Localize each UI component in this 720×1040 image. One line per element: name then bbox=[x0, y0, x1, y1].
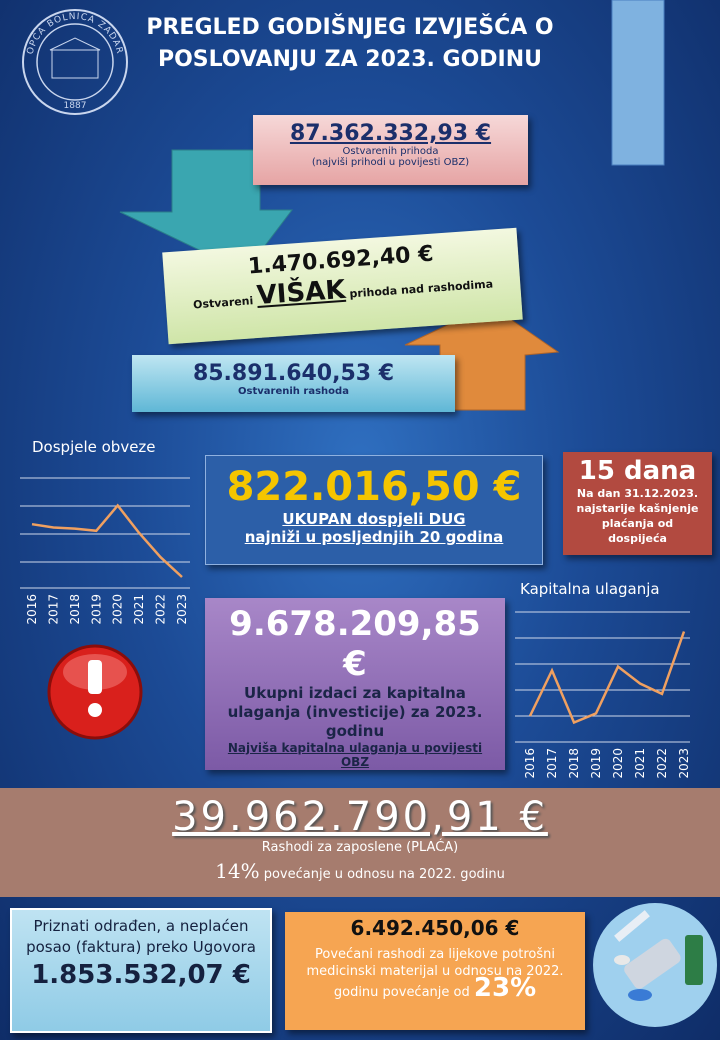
x-tick-label: 2018 bbox=[68, 594, 82, 625]
side-bar bbox=[611, 0, 665, 166]
label: Ostvarenih rashoda bbox=[238, 386, 349, 397]
text: Povećani rashodi za lijekove potrošni me… bbox=[306, 947, 564, 1000]
note: Najviša kapitalna ulaganja u povijesti O… bbox=[227, 741, 483, 769]
x-tick-label: 2022 bbox=[655, 748, 669, 779]
x-tick-label: 2017 bbox=[46, 594, 60, 625]
title-line: POSLOVANJU ZA 2023. GODINU bbox=[157, 47, 543, 72]
pills-icon bbox=[593, 903, 717, 1027]
text: Priznati odrađen, a neplaćen posao (fakt… bbox=[26, 917, 256, 956]
capital-box: 9.678.209,85 € Ukupni izdaci za kapitaln… bbox=[205, 598, 505, 770]
x-tick-label: 2016 bbox=[25, 594, 39, 625]
amount: 822.016,50 € bbox=[226, 464, 522, 510]
amount: 6.492.450,06 € bbox=[350, 916, 520, 940]
amount: 87.362.332,93 € bbox=[289, 121, 492, 146]
x-tick-label: 2020 bbox=[111, 594, 125, 625]
x-tick-label: 2020 bbox=[611, 748, 625, 779]
amount: 85.891.640,53 € bbox=[192, 361, 395, 386]
x-tick-label: 2016 bbox=[523, 748, 537, 779]
x-tick-label: 2019 bbox=[89, 594, 103, 625]
note: (najviši prihodi u povijesti OBZ) bbox=[311, 157, 470, 168]
revenue-box: 87.362.332,93 € Ostvarenih prihoda (najv… bbox=[253, 115, 528, 185]
x-tick-label: 2019 bbox=[589, 748, 603, 779]
warning-icon bbox=[47, 644, 143, 740]
line bbox=[31, 503, 183, 578]
delay-box: 15 dana Na dan 31.12.2023. najstarije ka… bbox=[563, 452, 712, 555]
salaries-band: 39.962.790,91 € Rashodi za zaposlene (PL… bbox=[0, 788, 720, 897]
line2: najniži u posljednjih 20 godina bbox=[244, 528, 504, 546]
expenses-box: 85.891.640,53 € Ostvarenih rashoda bbox=[132, 355, 455, 412]
line bbox=[528, 631, 686, 725]
debt-box: 822.016,50 € UKUPAN dospjeli DUG najniži… bbox=[205, 455, 543, 565]
chart-title: Dospjele obveze bbox=[32, 438, 156, 456]
logo bbox=[22, 9, 128, 115]
pct-text: povećanje u odnosu na 2022. godinu bbox=[263, 867, 505, 882]
x-tick-label: 2021 bbox=[633, 748, 647, 779]
text: Na dan 31.12.2023. najstarije kašnjenje … bbox=[576, 487, 699, 545]
medical-box: 6.492.450,06 € Povećani rashodi za lijek… bbox=[285, 912, 585, 1030]
value: 15 dana bbox=[578, 456, 697, 486]
pct: 14% bbox=[215, 859, 260, 883]
text: Ukupni izdaci za kapitalna ulaganja (inv… bbox=[227, 684, 483, 740]
title: PREGLED GODIŠNJEG IZVJEŠĆA O POSLOVANJU … bbox=[130, 12, 570, 76]
x-tick-label: 2017 bbox=[545, 748, 559, 779]
chart-title: Kapitalna ulaganja bbox=[520, 580, 660, 598]
label: Rashodi za zaposlene (PLAĆA) bbox=[261, 840, 459, 855]
contracts-box: Priznati odrađen, a neplaćen posao (fakt… bbox=[10, 908, 272, 1033]
title-line: PREGLED GODIŠNJEG IZVJEŠĆA O bbox=[146, 15, 554, 40]
x-tick-label: 2023 bbox=[677, 748, 691, 779]
amount: 1.853.532,07 € bbox=[31, 960, 251, 990]
x-tick-label: 2023 bbox=[175, 594, 189, 625]
amount: 39.962.790,91 € bbox=[172, 794, 548, 840]
pct: 23% bbox=[473, 973, 537, 1003]
x-tick-label: 2022 bbox=[154, 594, 168, 625]
logo-year: 1887 bbox=[64, 101, 87, 111]
x-tick-label: 2021 bbox=[132, 594, 146, 625]
label: Ostvarenih prihoda bbox=[342, 146, 439, 157]
amount: 9.678.209,85 € bbox=[229, 604, 481, 684]
line1: UKUPAN dospjeli DUG bbox=[282, 510, 466, 528]
x-tick-label: 2018 bbox=[567, 748, 581, 779]
